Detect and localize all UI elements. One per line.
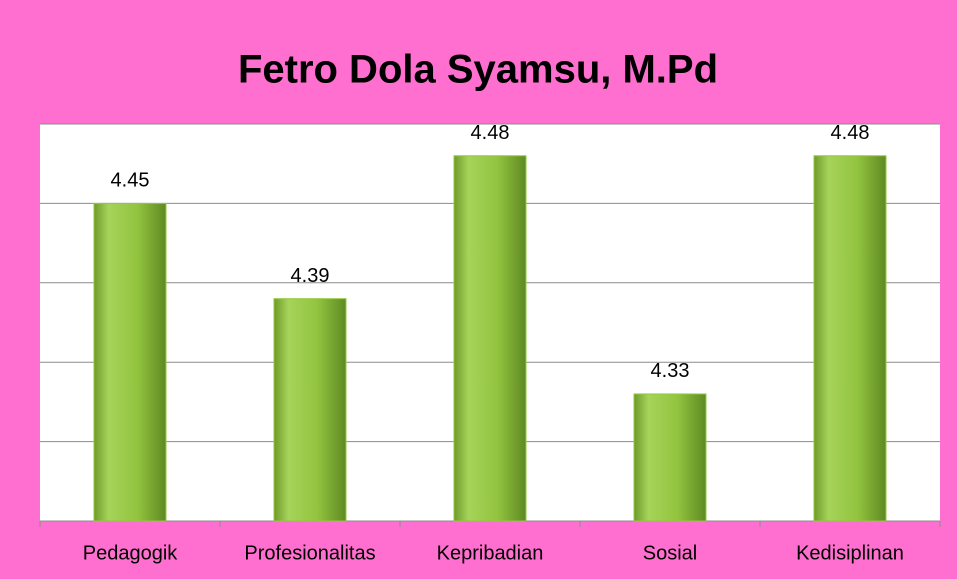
chart-title: Fetro Dola Syamsu, M.Pd <box>238 48 718 92</box>
bar <box>633 393 707 522</box>
x-tick-label: Kepribadian <box>437 542 544 564</box>
data-label: 4.45 <box>111 170 150 192</box>
x-tick-label: Pedagogik <box>83 542 179 564</box>
data-label: 4.48 <box>471 122 510 144</box>
data-label: 4.39 <box>291 265 330 287</box>
data-label: 4.33 <box>651 360 690 382</box>
x-tick-label: Sosial <box>643 542 697 564</box>
bar <box>813 155 887 522</box>
x-tick-label: Kedisiplinan <box>796 542 904 564</box>
bar <box>273 298 347 522</box>
x-tick-label: Profesionalitas <box>244 542 375 564</box>
bar <box>93 202 167 522</box>
bar <box>453 155 527 522</box>
data-label: 4.48 <box>831 122 870 144</box>
